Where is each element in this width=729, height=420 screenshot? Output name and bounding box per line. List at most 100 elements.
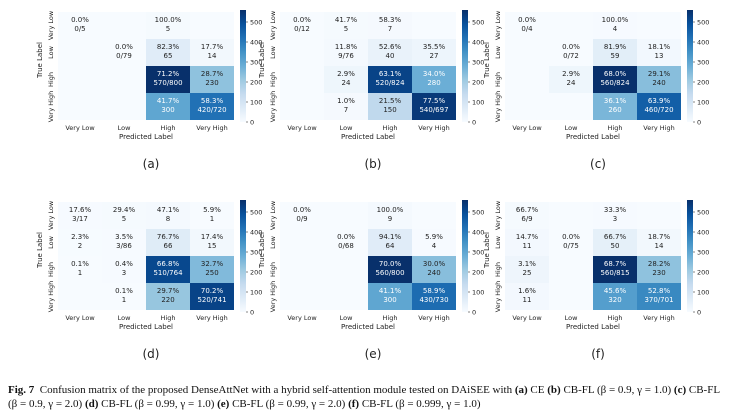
colorbar-tick-label: 200 <box>697 268 709 276</box>
cell-percent-label: 17.4% <box>201 233 224 241</box>
heatmap-cell <box>412 202 456 229</box>
heatmap-cell <box>324 12 368 39</box>
heatmap-cell <box>146 93 190 120</box>
heatmap-cell <box>412 283 456 310</box>
x-tick-label: Low <box>565 124 578 132</box>
cell-percent-label: 94.1% <box>379 233 402 241</box>
cell-count-label: 50 <box>611 242 620 250</box>
y-axis-label: True Label <box>483 42 491 79</box>
heatmap-cell <box>549 229 593 256</box>
colorbar-tick-label: 100 <box>250 288 262 296</box>
heatmap-cell <box>146 202 190 229</box>
y-tick-label: Very High <box>47 91 55 122</box>
heatmap-cell <box>58 93 102 120</box>
x-axis-label: Predicted Label <box>341 323 395 331</box>
x-axis-label: Predicted Label <box>341 133 395 141</box>
y-tick-label: High <box>494 262 502 277</box>
cell-percent-label: 1.6% <box>518 287 536 295</box>
x-tick-label: Low <box>340 314 353 322</box>
x-tick-label: Very Low <box>512 124 542 132</box>
cell-count-label: 0/4 <box>521 25 533 33</box>
heatmap-cell <box>280 39 324 66</box>
cell-count-label: 4 <box>613 25 618 33</box>
cell-percent-label: 41.7% <box>335 16 358 24</box>
heatmap-cell <box>146 39 190 66</box>
cell-percent-label: 29.1% <box>648 70 671 78</box>
cell-percent-label: 58.3% <box>379 16 402 24</box>
cell-count-label: 0/5 <box>74 25 85 33</box>
heatmap-cell <box>190 93 234 120</box>
cell-count-label: 7 <box>388 25 392 33</box>
heatmap-cell <box>505 202 549 229</box>
colorbar-tick-label: 300 <box>250 58 262 66</box>
x-axis-label: Predicted Label <box>119 323 173 331</box>
cell-count-label: 510/764 <box>153 269 183 277</box>
panel-label: (d) <box>143 347 160 361</box>
cell-count-label: 24 <box>342 79 351 87</box>
cell-percent-label: 33.3% <box>604 206 627 214</box>
cell-percent-label: 100.0% <box>377 206 404 214</box>
cell-percent-label: 34.0% <box>423 70 446 78</box>
cell-count-label: 6/9 <box>521 215 532 223</box>
x-tick-label: Low <box>118 124 131 132</box>
x-tick-label: High <box>161 124 176 132</box>
cell-count-label: 0/72 <box>563 52 579 60</box>
cell-count-label: 1 <box>210 215 214 223</box>
heatmap-cell <box>549 283 593 310</box>
y-tick-label: Very Low <box>269 200 277 230</box>
heatmap-cell <box>324 93 368 120</box>
colorbar-tick-label: 0 <box>697 308 701 316</box>
heatmap-cell <box>146 229 190 256</box>
colorbar-tick-label: 200 <box>472 268 484 276</box>
heatmap-cell <box>324 256 368 283</box>
caption-e: (e) <box>217 398 230 410</box>
x-tick-label: Very Low <box>287 124 317 132</box>
heatmap-cell <box>324 39 368 66</box>
heatmap-cell <box>280 202 324 229</box>
caption-b: (b) <box>547 384 561 396</box>
cell-percent-label: 0.0% <box>337 233 355 241</box>
heatmap-cell <box>637 229 681 256</box>
heatmap-cell <box>324 283 368 310</box>
colorbar-tick-label: 400 <box>697 228 709 236</box>
cell-percent-label: 11.8% <box>335 43 358 51</box>
x-tick-label: Low <box>118 314 131 322</box>
x-axis-label: Predicted Label <box>566 133 620 141</box>
confusion-matrix-f: 66.7%6/933.3%314.7%110.0%0/7566.7%5018.7… <box>483 200 709 361</box>
cell-count-label: 66 <box>164 242 173 250</box>
cell-count-label: 420/720 <box>197 106 226 114</box>
cell-count-label: 320 <box>608 296 621 304</box>
heatmap-cell <box>58 12 102 39</box>
colorbar-tick-label: 0 <box>472 308 476 316</box>
heatmap-cell <box>505 66 549 93</box>
colorbar-tick-label: 200 <box>250 268 262 276</box>
heatmap-cell <box>146 283 190 310</box>
cell-count-label: 5 <box>122 215 126 223</box>
caption-f: (f) <box>348 398 360 410</box>
cell-percent-label: 68.7% <box>604 260 627 268</box>
cell-percent-label: 58.9% <box>423 287 446 295</box>
cell-count-label: 250 <box>205 269 218 277</box>
x-tick-label: Very High <box>643 314 674 322</box>
colorbar-tick-label: 500 <box>697 18 709 26</box>
x-tick-label: High <box>608 314 623 322</box>
y-tick-label: Very High <box>269 281 277 312</box>
heatmap-cell <box>593 283 637 310</box>
cell-count-label: 59 <box>611 52 620 60</box>
cell-percent-label: 2.3% <box>71 233 89 241</box>
heatmap-cell <box>280 229 324 256</box>
y-axis-label: True Label <box>483 232 491 269</box>
cell-percent-label: 0.0% <box>562 43 580 51</box>
heatmap-cell <box>412 66 456 93</box>
caption-f-text: CB-FL (β = 0.999, γ = 1.0) <box>359 398 481 410</box>
heatmap-cell <box>324 229 368 256</box>
cell-count-label: 1 <box>78 269 82 277</box>
cell-count-label: 2 <box>78 242 82 250</box>
colorbar-tick-label: 200 <box>697 78 709 86</box>
heatmap-cell <box>505 12 549 39</box>
x-tick-label: Very Low <box>287 314 317 322</box>
y-axis-label: True Label <box>36 232 44 269</box>
cell-count-label: 3 <box>122 269 126 277</box>
cell-count-label: 280 <box>427 79 440 87</box>
cell-percent-label: 17.7% <box>201 43 224 51</box>
